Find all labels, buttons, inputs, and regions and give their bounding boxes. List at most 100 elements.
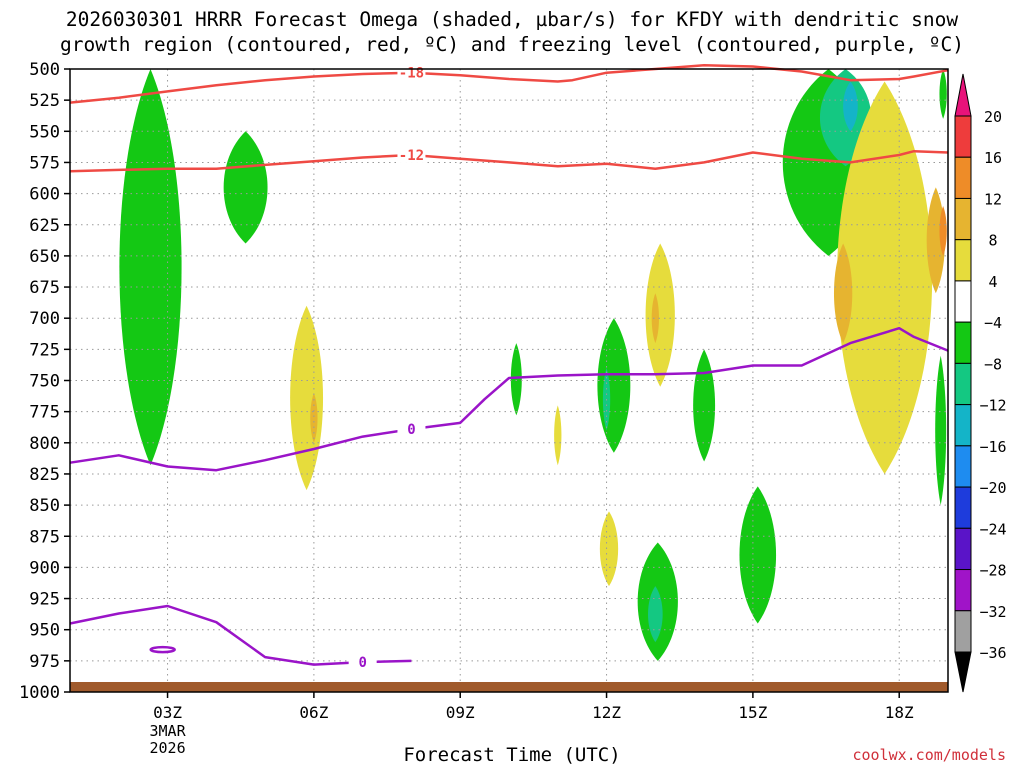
shaded-region-1 bbox=[223, 131, 268, 244]
shaded-region-18 bbox=[837, 81, 933, 474]
date-label-1: 2026 bbox=[149, 739, 185, 757]
shaded-region-6 bbox=[597, 318, 631, 453]
x-tick-label-03Z: 03Z bbox=[153, 703, 182, 722]
contour-label-1: -12 bbox=[399, 148, 424, 164]
shaded-region-22 bbox=[935, 355, 947, 506]
y-tick-label-950: 950 bbox=[29, 621, 60, 641]
y-tick-label-600: 600 bbox=[29, 185, 60, 205]
y-tick-label-800: 800 bbox=[29, 434, 60, 454]
date-label-0: 3MAR bbox=[149, 722, 186, 740]
colorbar-band-11 bbox=[954, 569, 972, 612]
y-tick-label-575: 575 bbox=[29, 153, 60, 173]
colorbar-label-12: −32 bbox=[979, 603, 1006, 621]
omega-shading bbox=[119, 69, 947, 661]
shaded-region-9 bbox=[651, 293, 659, 344]
colorbar-band-9 bbox=[954, 486, 972, 529]
shaded-region-21 bbox=[939, 206, 947, 256]
colorbar-band-0 bbox=[954, 115, 972, 158]
grid-lines bbox=[70, 69, 948, 692]
colorbar-band-4 bbox=[954, 280, 972, 323]
x-tick-label-06Z: 06Z bbox=[299, 703, 328, 722]
chart-title-line1: 2026030301 HRRR Forecast Omega (shaded, … bbox=[65, 8, 959, 31]
contour-1 bbox=[69, 149, 949, 173]
contour-label-0: -18 bbox=[399, 66, 424, 82]
y-tick-label-1000: 1000 bbox=[19, 683, 60, 703]
y-tick-label-675: 675 bbox=[29, 278, 60, 298]
colorbar-bottom-arrow bbox=[954, 651, 972, 693]
colorbar-label-6: −8 bbox=[984, 355, 1002, 373]
ground-strip bbox=[70, 682, 948, 692]
shaded-region-23 bbox=[939, 69, 947, 119]
colorbar-band-12 bbox=[954, 610, 972, 653]
contour-label-bg-1 bbox=[397, 146, 426, 163]
colorbar-band-8 bbox=[954, 445, 972, 488]
shaded-region-5 bbox=[554, 405, 562, 466]
colorbar-band-5 bbox=[954, 321, 972, 364]
freezing-fragment bbox=[149, 645, 176, 654]
shaded-region-17 bbox=[843, 81, 858, 132]
x-tick-label-18Z: 18Z bbox=[885, 703, 914, 722]
shaded-region-13 bbox=[648, 586, 663, 643]
colorbar-label-13: −36 bbox=[979, 644, 1006, 662]
y-tick-label-825: 825 bbox=[29, 465, 60, 485]
y-tick-label-925: 925 bbox=[29, 590, 60, 610]
shaded-region-2 bbox=[290, 305, 324, 491]
y-tick-label-775: 775 bbox=[29, 403, 60, 423]
shaded-region-0 bbox=[119, 69, 182, 466]
y-tick-label-525: 525 bbox=[29, 91, 60, 111]
y-tick-label-625: 625 bbox=[29, 216, 60, 236]
colorbar-band-1 bbox=[954, 156, 972, 199]
x-tick-label-15Z: 15Z bbox=[738, 703, 767, 722]
y-tick-label-975: 975 bbox=[29, 652, 60, 672]
contour-label-2: 0 bbox=[407, 422, 415, 438]
contour-lines: -18 -12 0 0 bbox=[69, 64, 949, 671]
colorbar-label-2: 12 bbox=[984, 190, 1002, 208]
contour-label-bg-3 bbox=[348, 654, 377, 671]
y-tick-label-750: 750 bbox=[29, 372, 60, 392]
credit-text: coolwx.com/models bbox=[852, 746, 1006, 764]
colorbar-label-1: 16 bbox=[984, 149, 1002, 167]
x-axis-label: Forecast Time (UTC) bbox=[403, 744, 621, 766]
colorbar-label-5: −4 bbox=[984, 314, 1002, 332]
shaded-region-14 bbox=[739, 486, 777, 624]
contour-0 bbox=[69, 64, 949, 104]
contour-label-3: 0 bbox=[358, 655, 366, 671]
y-tick-label-500: 500 bbox=[29, 60, 60, 80]
shaded-region-11 bbox=[599, 511, 619, 587]
y-tick-label-900: 900 bbox=[29, 558, 60, 578]
chart-title-line2: growth region (contoured, red, ºC) and f… bbox=[60, 33, 964, 56]
shaded-region-20 bbox=[926, 187, 945, 294]
colorbar: 20 16 12 8 4 −4 −8 −12 −16 −20 −24 −28 −32 −36 bbox=[954, 73, 1007, 693]
y-tick-label-875: 875 bbox=[29, 527, 60, 547]
colorbar-band-2 bbox=[954, 197, 972, 241]
contour-label-bg-2 bbox=[397, 421, 426, 438]
shaded-region-10 bbox=[693, 349, 716, 462]
shaded-region-19 bbox=[833, 243, 853, 344]
shaded-region-4 bbox=[510, 343, 522, 416]
colorbar-label-11: −28 bbox=[979, 562, 1006, 580]
colorbar-band-7 bbox=[954, 404, 972, 447]
y-tick-label-850: 850 bbox=[29, 496, 60, 516]
x-tick-label-12Z: 12Z bbox=[592, 703, 621, 722]
y-tick-label-650: 650 bbox=[29, 247, 60, 267]
colorbar-label-7: −12 bbox=[979, 397, 1006, 415]
y-tick-label-550: 550 bbox=[29, 122, 60, 142]
contour-2 bbox=[69, 326, 949, 472]
colorbar-band-6 bbox=[954, 362, 972, 406]
colorbar-label-10: −24 bbox=[979, 520, 1006, 538]
colorbar-band-10 bbox=[954, 527, 972, 571]
colorbar-label-9: −20 bbox=[979, 479, 1006, 497]
y-axis: 500 525 550 575 600 625 650 675 700 725 750 775 800 8… bbox=[19, 60, 70, 703]
colorbar-band-3 bbox=[954, 239, 972, 282]
shaded-region-8 bbox=[645, 243, 675, 387]
colorbar-top-arrow bbox=[954, 73, 972, 117]
x-tick-label-09Z: 09Z bbox=[446, 703, 475, 722]
colorbar-label-0: 20 bbox=[984, 108, 1002, 126]
colorbar-label-4: 4 bbox=[988, 273, 997, 291]
y-tick-label-700: 700 bbox=[29, 309, 60, 329]
y-tick-label-725: 725 bbox=[29, 340, 60, 360]
shaded-region-3 bbox=[310, 392, 318, 443]
colorbar-label-3: 8 bbox=[988, 232, 997, 250]
